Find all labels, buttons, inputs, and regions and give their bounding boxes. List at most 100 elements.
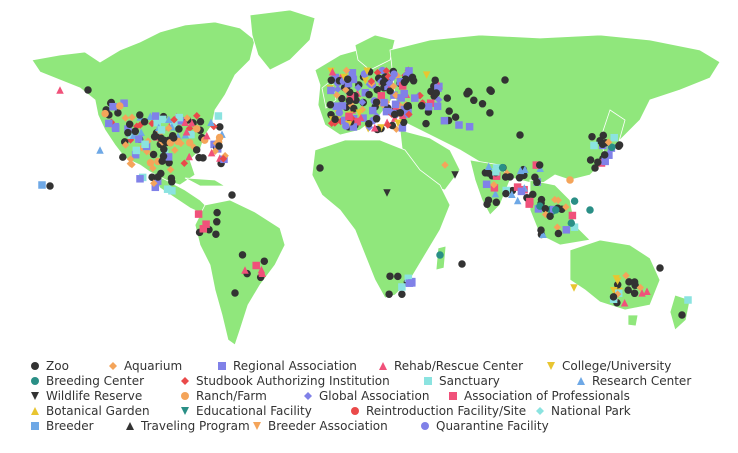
map-marker-zoo[interactable] [373, 85, 381, 94]
map-marker-sanctuary[interactable] [132, 146, 141, 155]
legend-item-breeder-association[interactable]: Breeder Association [252, 419, 388, 433]
map-marker-prof[interactable] [398, 82, 407, 90]
legend-item-rehab-rescue-center[interactable]: Rehab/Rescue Center [378, 359, 523, 373]
map-marker-zoo[interactable] [169, 134, 178, 142]
map-marker-zoo[interactable] [630, 278, 639, 286]
world-map[interactable] [0, 0, 738, 350]
map-marker-prof[interactable] [345, 112, 353, 121]
map-marker-zoo[interactable] [600, 151, 609, 159]
legend-item-breeder[interactable]: Breeder [30, 419, 94, 433]
map-marker-zoo[interactable] [678, 311, 686, 319]
legend-item-quarantine-facility[interactable]: Quarantine Facility [420, 419, 549, 433]
map-marker-zoo[interactable] [615, 141, 624, 149]
map-marker-zoo[interactable] [150, 132, 159, 141]
map-marker-zoo[interactable] [175, 125, 183, 133]
map-marker-sanctuary[interactable] [398, 283, 406, 291]
map-marker-regional[interactable] [382, 107, 391, 116]
map-marker-regional[interactable] [131, 150, 140, 159]
legend-item-ranch-farm[interactable]: Ranch/Farm [180, 389, 267, 403]
map-marker-sanctuary[interactable] [214, 112, 223, 120]
map-marker-zoo[interactable] [398, 290, 406, 298]
map-marker-zoo[interactable] [537, 195, 546, 204]
legend-item-global-association[interactable]: Global Association [303, 389, 429, 403]
map-marker-research[interactable] [539, 230, 547, 238]
map-marker-breeding[interactable] [586, 206, 594, 214]
map-marker-zoo[interactable] [316, 164, 324, 172]
map-marker-sanctuary[interactable] [159, 115, 167, 124]
map-marker-aquarium[interactable] [636, 283, 645, 292]
map-marker-zoo[interactable] [596, 136, 604, 145]
map-marker-zoo[interactable] [463, 90, 471, 98]
map-marker-zoo[interactable] [136, 111, 144, 119]
map-marker-zoo[interactable] [484, 196, 493, 204]
map-marker-zoo[interactable] [501, 76, 509, 84]
map-marker-sanctuary[interactable] [153, 118, 161, 127]
map-marker-zoo[interactable] [529, 190, 537, 199]
map-marker-zoo[interactable] [140, 117, 149, 126]
map-marker-zoo[interactable] [396, 109, 405, 117]
map-marker-research[interactable] [513, 196, 522, 205]
map-marker-prof[interactable] [202, 220, 210, 228]
map-marker-college[interactable] [422, 71, 431, 79]
legend-item-national-park[interactable]: National Park [535, 404, 631, 418]
map-marker-regional[interactable] [380, 98, 388, 107]
map-marker-zoo[interactable] [445, 107, 453, 115]
map-marker-zoo[interactable] [586, 156, 595, 164]
map-marker-regional[interactable] [153, 177, 162, 185]
map-marker-sanctuary[interactable] [127, 131, 136, 139]
map-marker-prof[interactable] [194, 210, 203, 218]
map-marker-regional[interactable] [440, 116, 449, 125]
map-marker-studbook[interactable] [405, 110, 413, 119]
map-marker-aquarium[interactable] [342, 66, 351, 75]
map-marker-regional[interactable] [482, 180, 491, 189]
map-marker-regional[interactable] [327, 86, 335, 95]
map-marker-global[interactable] [354, 83, 362, 92]
map-marker-regional[interactable] [349, 123, 358, 131]
map-marker-aquarium[interactable] [553, 223, 562, 232]
map-marker-aquarium[interactable] [126, 159, 135, 168]
map-marker-zoo[interactable] [537, 226, 545, 234]
map-marker-rehab[interactable] [203, 131, 211, 140]
map-marker-regional[interactable] [361, 88, 370, 97]
map-marker-global[interactable] [388, 74, 396, 82]
legend-item-aquarium[interactable]: Aquarium [108, 359, 182, 373]
map-marker-regional[interactable] [120, 99, 128, 107]
map-marker-zoo[interactable] [386, 272, 394, 280]
map-marker-regional[interactable] [433, 102, 442, 111]
map-marker-zoo[interactable] [588, 132, 596, 141]
map-marker-zoo[interactable] [630, 289, 639, 298]
map-marker-sanctuary[interactable] [610, 133, 618, 142]
map-marker-sanctuary[interactable] [168, 187, 176, 195]
map-marker-zoo[interactable] [501, 173, 510, 181]
map-marker-rehab[interactable] [643, 287, 651, 296]
map-marker-breeding[interactable] [436, 251, 444, 259]
map-marker-regional[interactable] [331, 73, 340, 82]
legend-item-college-university[interactable]: College/University [546, 359, 671, 373]
map-marker-zoo[interactable] [215, 142, 223, 150]
map-marker-aquarium[interactable] [604, 138, 613, 147]
map-marker-zoo[interactable] [216, 123, 224, 131]
map-marker-zoo[interactable] [125, 120, 134, 129]
map-marker-zoo[interactable] [400, 78, 409, 87]
map-marker-rehab[interactable] [638, 289, 646, 297]
legend-item-regional-association[interactable]: Regional Association [217, 359, 357, 373]
legend-item-breeding-center[interactable]: Breeding Center [30, 374, 144, 388]
map-marker-zoo[interactable] [492, 198, 501, 207]
map-marker-regional[interactable] [400, 89, 408, 98]
map-marker-zoo[interactable] [238, 251, 247, 259]
map-marker-ranch[interactable] [185, 138, 194, 147]
map-marker-rehab[interactable] [187, 118, 196, 127]
legend-item-sanctuary[interactable]: Sanctuary [423, 374, 500, 388]
legend-item-association-of-professionals[interactable]: Association of Professionals [448, 389, 630, 403]
map-marker-college[interactable] [394, 119, 402, 128]
map-marker-aquarium[interactable] [150, 179, 158, 188]
map-marker-breeding[interactable] [570, 197, 579, 205]
map-marker-zoo[interactable] [515, 174, 524, 182]
map-marker-zoo[interactable] [516, 131, 524, 139]
map-marker-sanctuary[interactable] [492, 164, 501, 172]
map-marker-studbook[interactable] [185, 124, 194, 133]
map-marker-sanctuary[interactable] [492, 168, 500, 176]
map-marker-zoo[interactable] [260, 257, 269, 265]
map-marker-regional[interactable] [109, 102, 117, 111]
map-marker-sanctuary[interactable] [169, 120, 178, 128]
